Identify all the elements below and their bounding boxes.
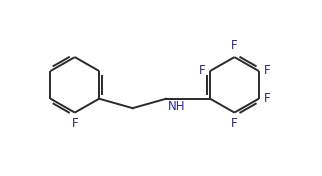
Text: F: F	[231, 39, 238, 52]
Text: F: F	[263, 92, 270, 105]
Text: F: F	[263, 64, 270, 77]
Text: F: F	[71, 117, 78, 130]
Text: NH: NH	[168, 100, 185, 113]
Text: F: F	[231, 117, 238, 130]
Text: F: F	[199, 64, 205, 77]
